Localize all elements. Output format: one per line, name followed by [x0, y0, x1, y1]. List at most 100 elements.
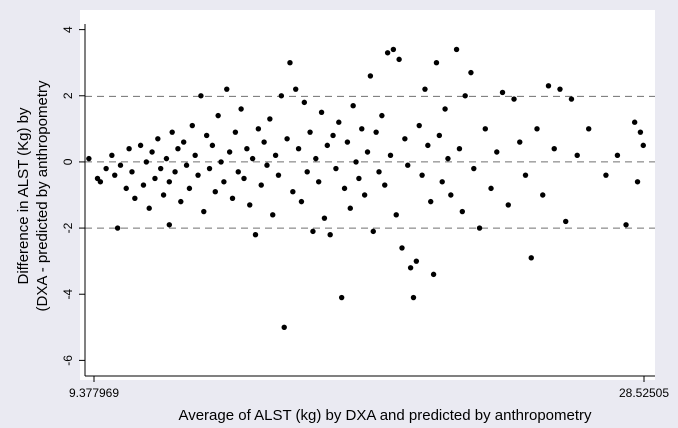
- data-point: [270, 212, 276, 218]
- data-point: [428, 198, 434, 205]
- data-point: [183, 162, 190, 168]
- data-point: [241, 175, 247, 182]
- data-point: [137, 142, 144, 149]
- y-axis-title-line-2: (DXA - predicted by anthropometry: [34, 80, 51, 311]
- data-point: [387, 152, 394, 159]
- data-point: [267, 116, 273, 122]
- data-point: [163, 155, 170, 162]
- data-point: [152, 175, 158, 182]
- x-tick-label: 28.52505: [619, 386, 669, 400]
- data-point: [551, 145, 557, 152]
- data-point: [476, 225, 483, 231]
- data-point: [419, 172, 425, 178]
- data-point: [232, 129, 239, 135]
- data-point: [278, 93, 285, 99]
- data-point: [390, 46, 397, 53]
- data-point: [224, 86, 230, 92]
- data-point: [462, 93, 468, 99]
- data-point: [186, 185, 193, 192]
- data-point: [511, 96, 517, 102]
- plot-area: [80, 10, 655, 380]
- data-point: [229, 195, 236, 202]
- data-point: [180, 139, 187, 145]
- data-point: [413, 258, 420, 264]
- data-point: [212, 188, 218, 195]
- data-point: [534, 126, 540, 132]
- data-point: [175, 145, 181, 152]
- data-point: [545, 83, 552, 89]
- data-point: [568, 96, 575, 102]
- data-point: [169, 129, 175, 135]
- data-point: [540, 192, 546, 198]
- data-point: [149, 149, 155, 155]
- data-point: [201, 208, 207, 215]
- data-point: [272, 152, 279, 159]
- data-point: [373, 129, 379, 135]
- y-axis-ticks: 4 2 0 -2 -4 -6: [61, 26, 85, 366]
- data-point: [482, 126, 488, 132]
- data-point: [416, 122, 422, 129]
- y-axis-title-line-1: Difference in ALST (Kg) by: [15, 107, 32, 285]
- data-point: [155, 136, 161, 142]
- data-point: [436, 132, 443, 139]
- data-point: [287, 59, 293, 66]
- data-point: [218, 159, 224, 165]
- x-tick-label: 9.377969: [69, 386, 119, 400]
- data-point: [586, 126, 592, 132]
- data-point: [117, 162, 124, 168]
- data-point: [123, 185, 129, 192]
- data-point: [459, 208, 466, 215]
- data-point: [445, 155, 451, 162]
- data-point: [405, 162, 411, 168]
- data-point: [528, 255, 534, 261]
- data-point: [634, 179, 641, 185]
- data-point: [330, 132, 336, 139]
- data-point: [247, 202, 253, 208]
- data-point: [112, 172, 118, 178]
- data-point: [430, 271, 437, 278]
- data-point: [307, 129, 313, 135]
- data-point: [310, 228, 316, 235]
- y-tick-label: 2: [61, 92, 75, 99]
- data-point: [178, 198, 184, 205]
- data-point: [172, 169, 178, 175]
- data-point: [563, 218, 569, 225]
- data-point: [453, 46, 460, 53]
- data-point: [353, 159, 359, 165]
- data-point: [422, 86, 428, 92]
- data-point: [275, 172, 282, 178]
- data-point: [376, 169, 382, 175]
- data-point: [244, 145, 250, 152]
- data-point: [129, 169, 135, 175]
- data-point: [324, 142, 331, 149]
- data-point: [402, 136, 408, 142]
- data-point: [347, 205, 353, 211]
- data-point: [160, 192, 167, 198]
- data-point: [298, 198, 305, 205]
- data-point: [255, 126, 262, 132]
- data-point: [126, 145, 132, 152]
- data-point: [166, 179, 173, 185]
- data-point: [192, 152, 198, 159]
- data-points: [86, 46, 646, 331]
- data-point: [448, 192, 454, 198]
- data-point: [456, 145, 463, 152]
- data-point: [379, 112, 385, 119]
- data-point: [637, 129, 644, 135]
- data-point: [468, 69, 474, 76]
- data-point: [258, 182, 264, 188]
- data-point: [327, 231, 333, 238]
- data-point: [361, 192, 368, 198]
- data-point: [522, 172, 529, 178]
- data-point: [109, 152, 115, 159]
- data-point: [226, 149, 233, 155]
- data-point: [336, 119, 342, 125]
- data-point: [284, 136, 290, 142]
- data-point: [384, 50, 391, 56]
- data-point: [367, 73, 374, 79]
- data-point: [344, 139, 351, 145]
- data-point: [603, 172, 609, 178]
- data-point: [315, 179, 322, 185]
- y-tick-label: 4: [61, 26, 75, 33]
